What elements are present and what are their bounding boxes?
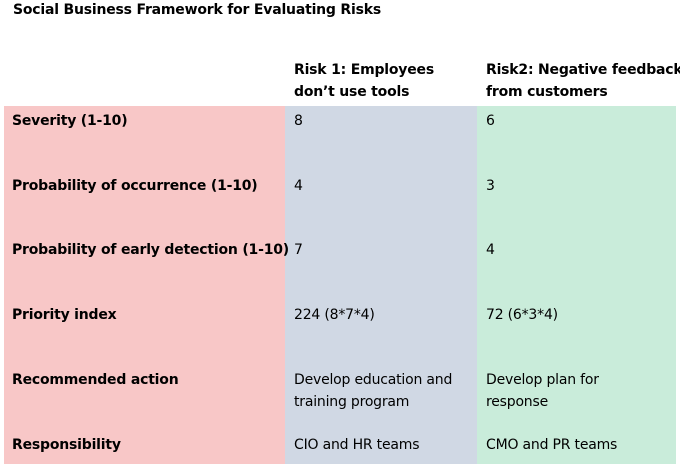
risk1-action-line-2: training program xyxy=(294,394,410,410)
risk1-action-line-1: Develop education and xyxy=(294,372,453,388)
row-label-priority-index: Priority index xyxy=(12,307,117,323)
row-label-probability-occurrence: Probability of occurrence (1-10) xyxy=(12,178,258,194)
risk1-column-background xyxy=(285,106,477,464)
risk1-header-line-1: Risk 1: Employees xyxy=(294,62,434,78)
risk2-action-line-1: Develop plan for xyxy=(486,372,599,388)
row-label-recommended-action: Recommended action xyxy=(12,372,179,388)
risk1-header-line-2: don’t use tools xyxy=(294,84,410,100)
risk1-severity-value: 8 xyxy=(294,113,303,129)
label-column-background xyxy=(4,106,285,464)
risk1-responsibility-value: CIO and HR teams xyxy=(294,437,420,453)
risk1-priority-value: 224 (8*7*4) xyxy=(294,307,375,323)
risk2-column-background xyxy=(477,106,676,464)
risk2-priority-value: 72 (6*3*4) xyxy=(486,307,558,323)
risk2-action-line-2: response xyxy=(486,394,548,410)
risk2-occurrence-value: 3 xyxy=(486,178,495,194)
risk1-detection-value: 7 xyxy=(294,242,303,258)
risk2-header-line-2: from customers xyxy=(486,84,608,100)
risk1-occurrence-value: 4 xyxy=(294,178,303,194)
row-label-responsibility: Responsibility xyxy=(12,437,121,453)
page-title: Social Business Framework for Evaluating… xyxy=(13,2,381,18)
risk2-detection-value: 4 xyxy=(486,242,495,258)
risk2-severity-value: 6 xyxy=(486,113,495,129)
row-label-probability-detection: Probability of early detection (1-10) xyxy=(12,242,289,258)
risk2-responsibility-value: CMO and PR teams xyxy=(486,437,618,453)
risk2-header-line-1: Risk2: Negative feedback xyxy=(486,62,680,78)
row-label-severity: Severity (1-10) xyxy=(12,113,128,129)
